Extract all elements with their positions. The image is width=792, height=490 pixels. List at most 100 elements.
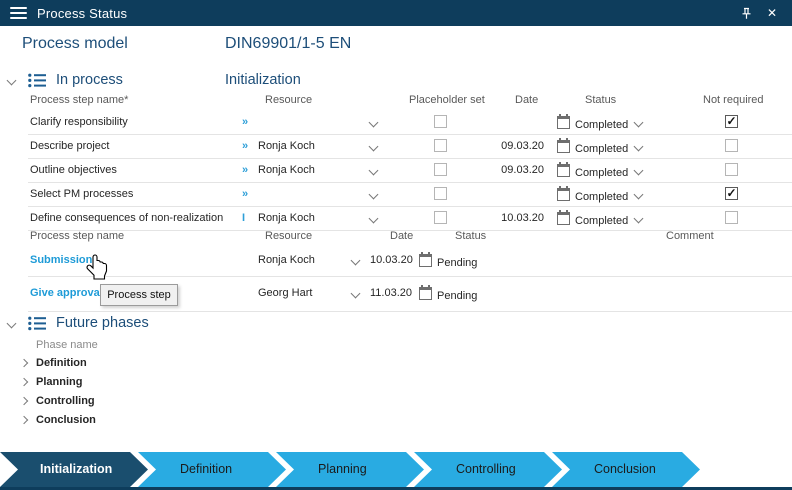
date-value: 10.03.20 (370, 254, 413, 266)
phase-segment-planning[interactable]: Planning (276, 452, 424, 487)
status-cell: Completed (557, 114, 628, 131)
placeholder-checkbox[interactable] (434, 139, 447, 152)
hamburger-icon[interactable] (10, 7, 27, 19)
status-cell: Completed (557, 138, 628, 155)
status-dropdown-icon[interactable] (633, 117, 644, 128)
calendar-icon (557, 114, 570, 129)
status-dropdown-icon[interactable] (633, 165, 644, 176)
status-dropdown-icon[interactable] (633, 213, 644, 224)
in-process-table-header: Process step name* Resource Placeholder … (28, 94, 792, 111)
resource-dropdown-icon[interactable] (368, 189, 379, 200)
process-step-name: Clarify responsibility (30, 116, 128, 128)
not-required-checkbox[interactable] (725, 115, 738, 128)
resource-dropdown-icon[interactable] (368, 213, 379, 224)
col-header-comment: Comment (666, 230, 714, 242)
date-value: 11.03.20 (370, 287, 413, 299)
status-dropdown-icon[interactable] (633, 189, 644, 200)
in-process-table: Process step name* Resource Placeholder … (28, 94, 792, 231)
hand-cursor-icon (86, 254, 110, 285)
process-step-link[interactable]: Submission (30, 254, 93, 266)
col-header-status: Status (585, 94, 617, 106)
not-required-checkbox[interactable] (725, 139, 738, 152)
resource-marker-icon: » (242, 140, 249, 152)
status-dropdown-icon[interactable] (633, 141, 644, 152)
phase-row: Controlling (0, 393, 792, 412)
window-title: Process Status (37, 5, 128, 21)
pending-steps-table: Process step name Resource Date Status C… (28, 229, 792, 312)
status-cell: Completed (557, 162, 628, 179)
pin-icon[interactable] (736, 3, 756, 23)
phase-name: Planning (36, 376, 83, 388)
table-row: Select PM processes » Completed (28, 183, 792, 207)
calendar-icon (557, 186, 570, 201)
table-row: Give approval Georg Hart 11.03.20 Pendin… (28, 277, 792, 312)
resource-dropdown-icon[interactable] (368, 165, 379, 176)
calendar-icon (557, 138, 570, 153)
phase-row: Conclusion (0, 412, 792, 431)
phase-name: Controlling (36, 395, 95, 407)
col-header-resource: Resource (265, 94, 313, 106)
collapse-chevron-icon[interactable] (6, 318, 17, 329)
calendar-icon (557, 162, 570, 177)
expand-chevron-icon[interactable] (19, 377, 29, 387)
phase-name: Conclusion (36, 414, 96, 426)
col-header-placeholder-set: Placeholder set (409, 94, 485, 106)
col-header-process-step-name: Process step name* (30, 94, 129, 106)
process-step-link[interactable]: Give approval (30, 287, 103, 299)
not-required-checkbox[interactable] (725, 211, 738, 224)
phase-progress-bar: Initialization Definition Planning Contr… (0, 452, 792, 487)
phase-segment-definition[interactable]: Definition (138, 452, 286, 487)
resource-value: Georg Hart (258, 287, 313, 299)
expand-chevron-icon[interactable] (19, 396, 29, 406)
status-cell: Completed (557, 210, 628, 227)
date-dropdown-icon[interactable] (350, 288, 361, 299)
resource-value: Ronja Koch (258, 140, 315, 152)
col-header-not-required: Not required (703, 94, 764, 106)
future-phases-section-header: Future phases (0, 313, 792, 335)
resource-marker-icon: » (242, 188, 249, 200)
expand-chevron-icon[interactable] (19, 415, 29, 425)
phase-row: Planning (0, 374, 792, 393)
col-header-resource: Resource (265, 230, 313, 242)
phase-segment-initialization[interactable]: Initialization (0, 452, 148, 487)
not-required-checkbox[interactable] (725, 163, 738, 176)
status-cell: Completed (557, 186, 628, 203)
table-row: Outline objectives » Ronja Koch 09.03.20… (28, 159, 792, 183)
resource-dropdown-icon[interactable] (368, 117, 379, 128)
placeholder-checkbox[interactable] (434, 187, 447, 200)
titlebar: Process Status ✕ (0, 0, 792, 26)
expand-chevron-icon[interactable] (19, 358, 29, 368)
list-icon (28, 73, 47, 91)
pending-table-header: Process step name Resource Date Status C… (28, 229, 792, 246)
status-cell: Pending (419, 252, 477, 269)
in-process-section-header: In process Initialization (0, 70, 792, 92)
list-icon (28, 316, 47, 334)
process-step-name: Describe project (30, 140, 110, 152)
not-required-checkbox[interactable] (725, 187, 738, 200)
phase-segment-controlling[interactable]: Controlling (414, 452, 562, 487)
table-row: Describe project » Ronja Koch 09.03.20 C… (28, 135, 792, 159)
placeholder-checkbox[interactable] (434, 211, 447, 224)
placeholder-checkbox[interactable] (434, 163, 447, 176)
section-title-in-process: In process (56, 72, 123, 88)
process-model-label: Process model (22, 35, 128, 52)
resource-value: Ronja Koch (258, 164, 315, 176)
resource-value: Ronja Koch (258, 212, 315, 224)
section-title-future-phases: Future phases (56, 315, 149, 331)
date-value: 09.03.20 (501, 140, 544, 152)
close-icon[interactable]: ✕ (766, 6, 778, 20)
resource-marker-icon: » (242, 164, 249, 176)
resource-marker-icon: I (242, 212, 246, 224)
status-cell: Pending (419, 285, 477, 302)
calendar-icon (419, 252, 432, 267)
calendar-icon (419, 285, 432, 300)
process-model-value: DIN69901/1-5 EN (225, 35, 352, 52)
col-header-phase-name: Phase name (36, 339, 98, 351)
resource-dropdown-icon[interactable] (368, 141, 379, 152)
table-row: Clarify responsibility » Completed (28, 111, 792, 135)
collapse-chevron-icon[interactable] (6, 75, 17, 86)
phase-segment-conclusion[interactable]: Conclusion (552, 452, 700, 487)
date-dropdown-icon[interactable] (350, 255, 361, 266)
col-header-process-step-name: Process step name (30, 230, 125, 242)
placeholder-checkbox[interactable] (434, 115, 447, 128)
